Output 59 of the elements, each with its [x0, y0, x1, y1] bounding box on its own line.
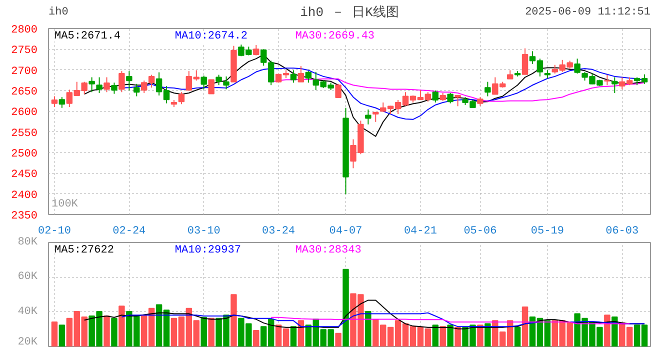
candlestick — [104, 76, 110, 93]
candlestick — [51, 96, 58, 108]
x-tick-label: 02-10 — [38, 226, 71, 238]
candlestick — [604, 74, 610, 86]
x-tick-label: 05-06 — [464, 226, 497, 238]
y-tick-label: 2350 — [11, 210, 38, 222]
y-tick-label: 2450 — [11, 169, 38, 182]
candlestick — [298, 66, 304, 82]
y-tick-label: 2400 — [11, 190, 38, 202]
candlestick — [178, 92, 185, 105]
annotation: 100K — [52, 198, 78, 210]
x-tick-label: 03-24 — [262, 226, 296, 238]
y-tick-label: 80K — [18, 236, 38, 248]
text: MA30:28343 — [295, 244, 362, 256]
x-tick-label: 04-07 — [329, 226, 362, 238]
candlestick — [208, 79, 214, 94]
candlestick — [447, 92, 454, 104]
y-tick-label: 20K — [18, 336, 38, 348]
y-tick-label: 40K — [18, 306, 38, 318]
y-tick-label: 2600 — [11, 107, 38, 120]
x-tick-label: 02-24 — [112, 226, 146, 238]
y-tick-label: 2550 — [11, 128, 38, 140]
candlestick — [58, 96, 66, 108]
candlestick — [305, 70, 312, 84]
candlestick — [522, 48, 528, 75]
x-tick-label: 05-19 — [530, 226, 564, 238]
y-tick-label: 60K — [18, 271, 38, 284]
candlestick — [454, 94, 461, 107]
text: MA30:2669.43 — [295, 30, 375, 42]
candlestick — [335, 83, 342, 98]
text: MA10:2674.2 — [174, 30, 248, 42]
x-tick-label: 03-10 — [187, 226, 220, 238]
candlestick — [253, 44, 260, 56]
y-tick-label: 2500 — [11, 148, 38, 160]
candlestick — [134, 83, 140, 97]
y-tick-label: 2700 — [11, 66, 38, 78]
candlestick — [612, 76, 618, 94]
candlestick — [574, 58, 580, 74]
candlestick — [200, 75, 207, 90]
chart-title: ih0 － 日K线图 — [300, 5, 399, 20]
y-tick-label: 2750 — [11, 45, 38, 58]
candlestick — [484, 81, 491, 97]
candlestick — [365, 109, 372, 125]
candlestick — [111, 82, 118, 94]
candlestick — [290, 70, 297, 84]
candlestick — [432, 90, 439, 103]
y-tick-label: 2650 — [11, 86, 38, 98]
candlestick — [118, 70, 125, 93]
text: 2025-06-09 11:12:51 — [525, 6, 651, 19]
candlestick — [96, 76, 102, 94]
x-tick-label: 04-21 — [404, 226, 438, 238]
text: MA10:29937 — [174, 244, 241, 256]
text: MA5:27622 — [54, 244, 114, 256]
text: MA5:2671.4 — [54, 30, 121, 42]
candlestick — [88, 76, 95, 93]
x-tick-label: 06-03 — [606, 226, 639, 238]
y-tick-label: 2800 — [11, 24, 38, 36]
text: ih0 — [48, 6, 68, 19]
candlestick — [126, 70, 132, 91]
